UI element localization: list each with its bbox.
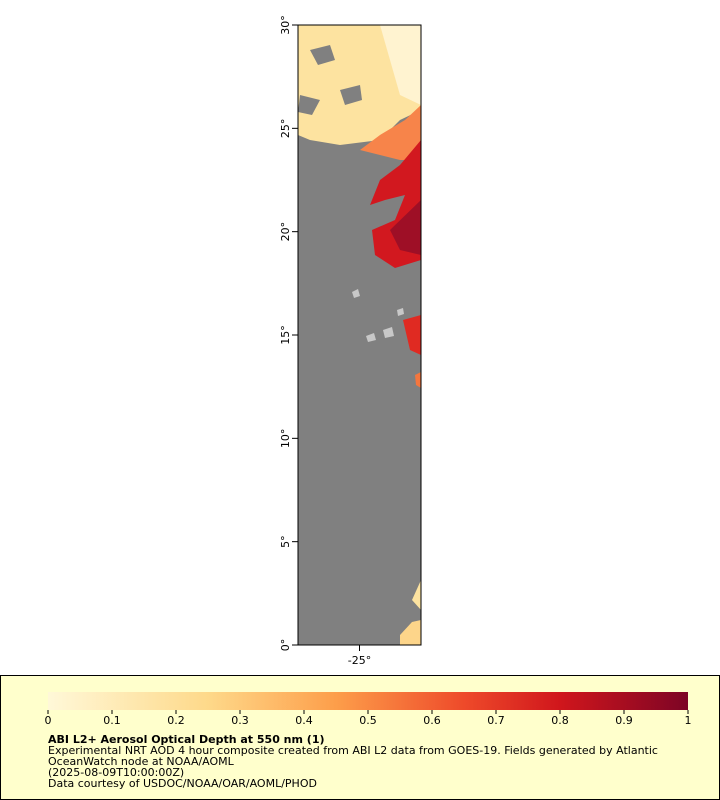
- legend-line: OceanWatch node at NOAA/AOML: [48, 755, 235, 768]
- colorbar-tick-label: 1: [685, 714, 692, 727]
- colorbar-axis: 0 0.1 0.2 0.3 0.4 0.5 0.6 0.7 0.8 0.9 1: [45, 710, 692, 727]
- colorbar-tick-label: 0.4: [295, 714, 313, 727]
- y-tick-label: 30°: [279, 15, 292, 35]
- legend-line: (2025-08-09T10:00:00Z): [48, 766, 184, 779]
- y-tick-label: 15°: [279, 325, 292, 345]
- x-tick-label: -25°: [348, 654, 371, 667]
- colorbar-tick-label: 0.1: [103, 714, 121, 727]
- colorbar-tick-label: 0.9: [615, 714, 633, 727]
- colorbar-tick-label: 0.8: [551, 714, 569, 727]
- y-tick-label: 10°: [279, 429, 292, 449]
- colorbar-tick-label: 0.2: [167, 714, 185, 727]
- colorbar-tick-label: 0.3: [231, 714, 249, 727]
- y-tick-label: 5°: [279, 535, 292, 548]
- legend-line: Data courtesy of USDOC/NOAA/OAR/AOML/PHO…: [48, 777, 317, 790]
- colorbar-tick-label: 0.5: [359, 714, 377, 727]
- colorbar-tick-label: 0: [45, 714, 52, 727]
- y-tick-label: 0°: [279, 639, 292, 652]
- colorbar-tick-label: 0.6: [423, 714, 441, 727]
- map-image: [298, 25, 421, 645]
- colorbar: [48, 692, 688, 710]
- legend-line: Experimental NRT AOD 4 hour composite cr…: [48, 744, 658, 757]
- axes: 0° 5° 10° 15° 20° 25° 30° -25°: [279, 15, 371, 667]
- legend-title: ABI L2+ Aerosol Optical Depth at 550 nm …: [48, 733, 325, 746]
- y-tick-label: 20°: [279, 222, 292, 242]
- y-tick-label: 25°: [279, 119, 292, 139]
- colorbar-tick-label: 0.7: [487, 714, 505, 727]
